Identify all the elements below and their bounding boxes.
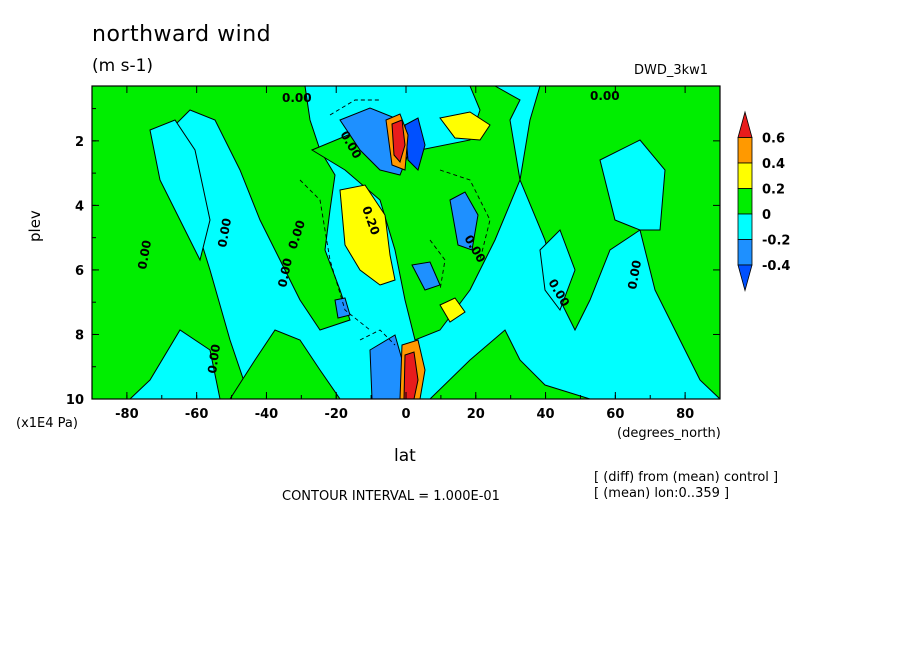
x-tick-label: 60 [606,407,624,422]
x-axis: -80 -60 -40 -20 0 20 40 60 80 [91,86,721,422]
colorbar-label: -0.2 [762,234,790,249]
y-tick-label: 2 [75,135,84,150]
chart-units: (m s-1) [92,56,154,76]
fill-cyan-pocket1 [149,119,211,262]
x-tick-label: -20 [324,407,348,422]
contour-label: 0.00 [590,89,620,103]
fill-blue-east [449,191,479,251]
colorbar-label: -0.4 [762,259,790,274]
colorbar-label: 0 [762,208,771,223]
fill-red-upper [391,119,406,164]
x-tick-label: 40 [537,407,555,422]
note-diff: [ (diff) from (mean) control ] [594,470,779,485]
fill-yellow-upper [439,111,491,141]
fill-yellow-right [439,297,466,323]
x-axis-label: lat [394,446,416,466]
y-units: (x1E4 Pa) [16,416,78,431]
x-units: (degrees_north) [617,426,721,441]
fill-green-east-lower [429,329,591,399]
contour-label: 0.00 [215,217,234,249]
fill-green-east [519,86,720,399]
colorbar: 0.6 0.4 0.2 0 -0.2 -0.4 [737,110,790,293]
colorbar-bottom-arrow [737,264,753,293]
fill-blue-mid [411,261,441,291]
colorbar-swatch [737,188,753,215]
x-tick-label: -40 [255,407,279,422]
contour-interval: CONTOUR INTERVAL = 1.000E-01 [282,489,500,504]
colorbar-label: 0.4 [762,157,785,172]
colorbar-label: 0.6 [762,132,785,147]
contour-label: 0.00 [135,239,154,271]
fill-green-south [229,329,341,399]
colorbar-swatch [737,213,753,240]
colorbar-top-arrow [737,110,753,138]
note-mean: [ (mean) lon:0..359 ] [594,486,730,501]
fill-cyan-pocket3 [539,229,576,312]
y-tick-label: 8 [75,328,84,343]
contour-label: 0.00 [625,259,644,291]
colorbar-label: 0.2 [762,183,785,198]
negative-contours [299,99,491,346]
colorbar-swatch [737,162,753,189]
y-axis: 2 4 6 8 10 [66,108,720,408]
y-tick-label: 6 [75,264,84,279]
chart-title: northward wind [92,22,272,47]
contour-fills [92,86,720,399]
y-axis-label: plev [26,210,44,242]
contour-label: 0.00 [205,343,223,374]
x-tick-label: 0 [401,407,410,422]
dataset-label: DWD_3kw1 [634,63,709,78]
fill-red-lower [403,351,419,399]
contour-label: 0.00 [275,257,295,289]
fill-yellow-left [339,184,396,286]
y-tick-label: 4 [75,199,84,214]
y-tick-label: 10 [66,393,84,408]
contour-label: 0.00 [282,91,312,105]
x-tick-label: -60 [185,407,209,422]
x-tick-label: 80 [676,407,694,422]
fill-darkblue-core [404,117,426,171]
x-tick-label: 20 [467,407,485,422]
fill-cyan-pocket2 [599,139,666,231]
colorbar-swatch [737,239,753,266]
colorbar-swatch [737,137,753,164]
x-tick-label: -80 [115,407,139,422]
